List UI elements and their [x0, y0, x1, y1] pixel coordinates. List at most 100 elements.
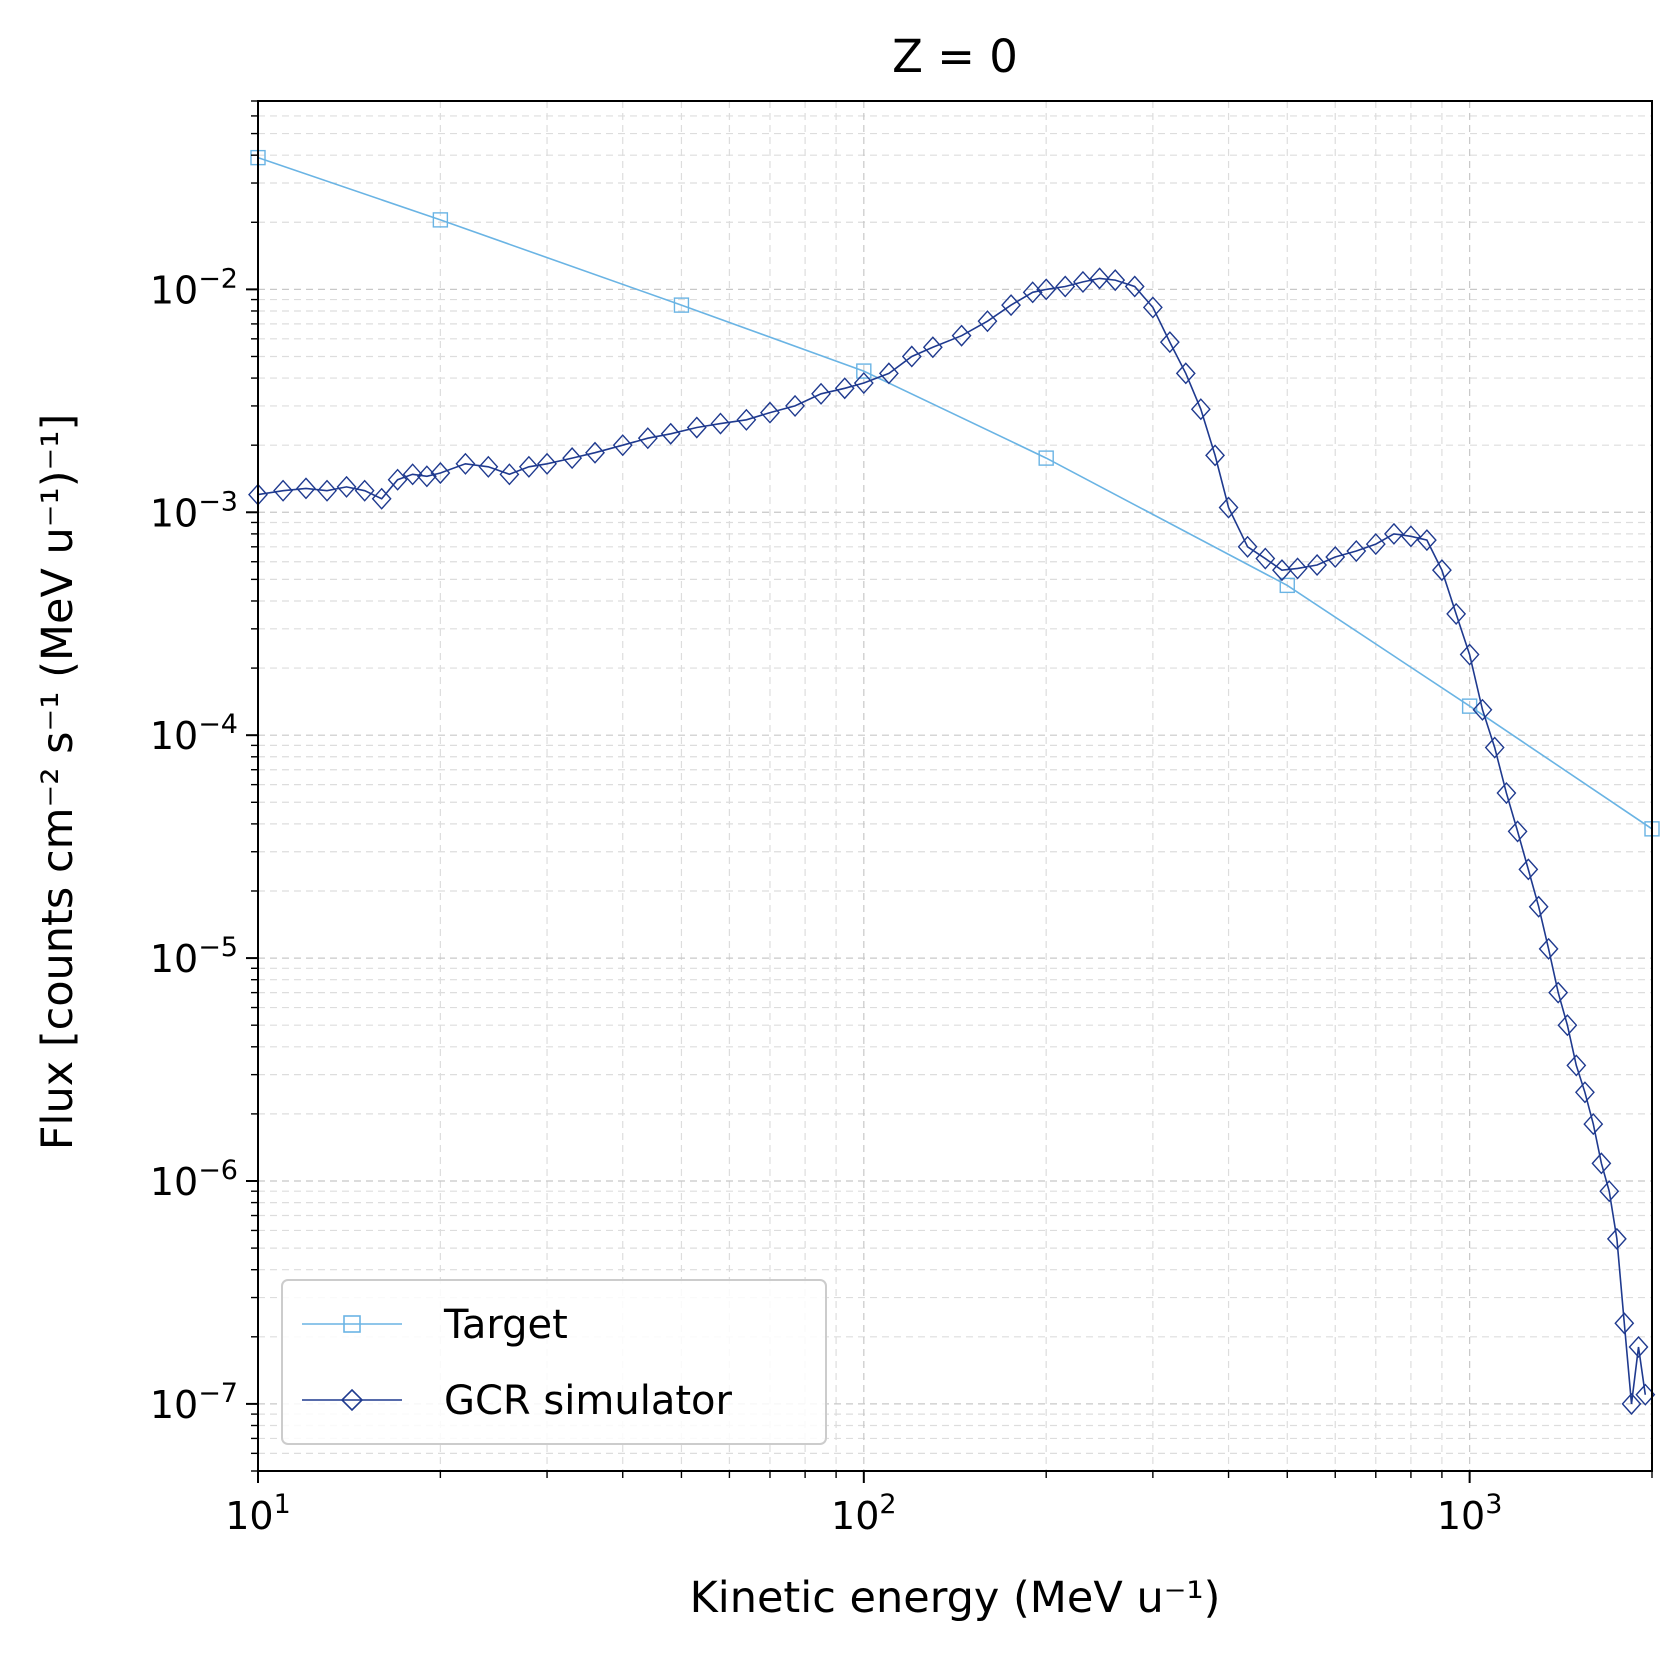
data-point-gcr-simulator — [1528, 895, 1549, 918]
y-tick-label: 10−6 — [150, 1155, 238, 1204]
data-point-target — [1038, 450, 1054, 466]
data-point-gcr-simulator — [478, 455, 499, 478]
data-point-gcr-simulator — [1566, 1054, 1587, 1077]
data-point-gcr-simulator — [1287, 557, 1308, 580]
data-point-gcr-simulator — [736, 408, 757, 431]
data-point-gcr-simulator — [1190, 398, 1211, 421]
data-point-gcr-simulator — [1365, 533, 1386, 556]
data-point-gcr-simulator — [296, 477, 316, 500]
data-point-gcr-simulator — [1518, 858, 1539, 881]
data-point-gcr-simulator — [922, 336, 943, 359]
data-point-gcr-simulator — [1055, 275, 1076, 298]
data-point-gcr-simulator — [760, 401, 780, 424]
data-point-gcr-simulator — [1548, 981, 1569, 1004]
chart-title: Z = 0 — [892, 30, 1018, 83]
data-point-gcr-simulator — [1175, 362, 1196, 385]
data-point-gcr-simulator — [273, 479, 294, 502]
data-point-gcr-simulator — [1416, 529, 1437, 552]
data-point-gcr-simulator — [1124, 275, 1145, 298]
data-point-gcr-simulator — [518, 455, 539, 478]
data-point-gcr-simulator — [811, 382, 831, 405]
data-point-gcr-simulator — [317, 479, 337, 502]
x-tick-label: 102 — [831, 1489, 897, 1538]
data-point-gcr-simulator — [1591, 1152, 1612, 1175]
data-point-gcr-simulator — [1628, 1335, 1649, 1359]
data-point-gcr-simulator — [416, 465, 437, 488]
plot-frame — [257, 100, 1653, 1472]
y-tick-label: 10−5 — [150, 932, 238, 981]
data-point-gcr-simulator — [1614, 1312, 1635, 1335]
y-tick-label: 10−7 — [150, 1378, 238, 1427]
legend-box — [281, 1279, 827, 1445]
y-tick-label: 10−4 — [150, 709, 238, 758]
data-point-gcr-simulator — [499, 463, 520, 486]
tick-labels: 101 102 103 10−7 10−6 10−5 10−4 10−3 10−2 — [150, 263, 1503, 1538]
data-point-gcr-simulator — [1001, 294, 1021, 317]
data-point-gcr-simulator — [1022, 281, 1043, 304]
data-point-gcr-simulator — [1346, 540, 1367, 563]
data-point-gcr-simulator — [1507, 820, 1528, 843]
data-point-gcr-simulator — [1431, 559, 1452, 582]
legend-marker-gcr — [340, 1388, 364, 1412]
series-line-target — [257, 156, 1653, 830]
data-point-gcr-simulator — [1459, 643, 1480, 666]
data-point-gcr-simulator — [1089, 267, 1110, 290]
legend-marker-target — [343, 1315, 361, 1333]
data-point-gcr-simulator — [1383, 522, 1404, 545]
y-tick-label: 10−3 — [150, 486, 238, 535]
data-point-gcr-simulator — [562, 447, 583, 470]
data-point-gcr-simulator — [1073, 270, 1093, 293]
data-point-gcr-simulator — [371, 487, 392, 510]
data-point-gcr-simulator — [1159, 331, 1180, 354]
data-point-target — [432, 212, 449, 228]
data-point-target — [856, 363, 872, 379]
data-point-gcr-simulator — [853, 371, 874, 395]
legend-label-gcr: GCR simulator — [444, 1378, 732, 1424]
legend-label-target: Target — [443, 1302, 568, 1348]
data-point-gcr-simulator — [1484, 736, 1505, 759]
data-point-gcr-simulator — [1142, 296, 1163, 319]
data-point-gcr-simulator — [1237, 535, 1258, 558]
axis-ticks — [246, 100, 1653, 1483]
data-point-gcr-simulator — [637, 427, 658, 450]
series-layer — [248, 149, 1660, 1415]
data-point-gcr-simulator — [1621, 1392, 1642, 1415]
data-point-gcr-simulator — [537, 452, 557, 475]
data-point-gcr-simulator — [1472, 698, 1493, 721]
data-point-gcr-simulator — [1400, 525, 1421, 548]
data-point-target — [673, 297, 690, 313]
data-point-gcr-simulator — [1036, 278, 1057, 301]
data-point-gcr-simulator — [585, 441, 605, 464]
data-point-gcr-simulator — [1205, 444, 1226, 467]
data-point-gcr-simulator — [901, 345, 922, 368]
data-point-gcr-simulator — [387, 468, 408, 491]
data-point-gcr-simulator — [1606, 1227, 1627, 1250]
data-point-gcr-simulator — [455, 452, 476, 475]
data-point-gcr-simulator — [951, 324, 972, 347]
data-point-gcr-simulator — [1538, 937, 1559, 960]
data-point-gcr-simulator — [354, 479, 375, 502]
x-tick-label: 101 — [225, 1489, 291, 1538]
x-tick-label: 103 — [1437, 1489, 1503, 1538]
data-point-gcr-simulator — [710, 412, 731, 435]
data-point-gcr-simulator — [1574, 1081, 1595, 1104]
data-point-gcr-simulator — [1307, 553, 1328, 577]
minor-gridlines — [258, 100, 1653, 1472]
legend: Target GCR simulator — [281, 1279, 827, 1445]
data-point-gcr-simulator — [1583, 1113, 1604, 1136]
data-point-gcr-simulator — [1325, 545, 1346, 569]
data-point-gcr-simulator — [1105, 269, 1126, 292]
data-point-gcr-simulator — [1255, 547, 1276, 570]
data-point-gcr-simulator — [785, 394, 805, 417]
data-point-gcr-simulator — [878, 362, 899, 385]
data-point-gcr-simulator — [834, 377, 855, 400]
data-point-gcr-simulator — [1272, 559, 1292, 582]
data-point-gcr-simulator — [336, 475, 357, 498]
data-point-gcr-simulator — [1557, 1014, 1578, 1037]
data-point-target — [1279, 577, 1295, 594]
y-tick-label: 10−2 — [150, 263, 238, 312]
data-point-gcr-simulator — [402, 463, 423, 486]
data-point-gcr-simulator — [430, 461, 451, 485]
data-point-gcr-simulator — [1496, 782, 1517, 805]
